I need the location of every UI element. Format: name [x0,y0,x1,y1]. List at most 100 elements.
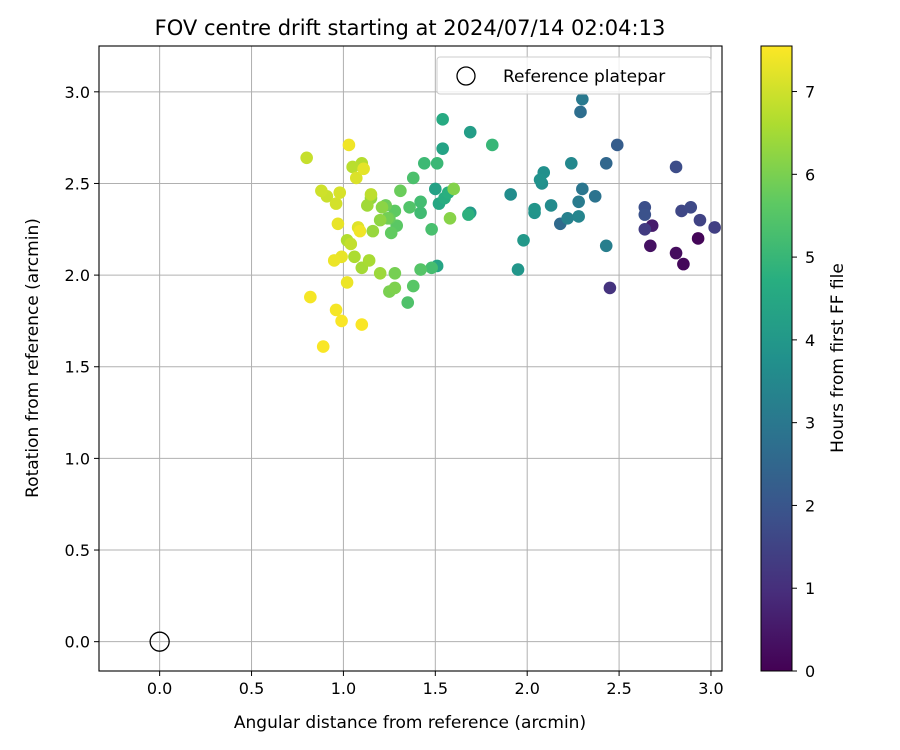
data-point [511,263,525,276]
data-point [638,208,652,221]
data-point [644,239,657,253]
data-point [388,281,402,295]
data-point [436,142,449,155]
data-point [361,199,374,212]
data-point [394,184,407,198]
data-point [599,157,613,170]
colorbar-tick-label: 2 [805,496,815,515]
data-point [677,257,690,271]
colorbar-tick-label: 3 [805,414,815,433]
data-point [327,254,341,267]
data-point [355,318,369,331]
data-point [344,237,358,251]
data-point [517,233,530,247]
data-point [331,217,345,231]
y-tick-label: 0.5 [65,541,90,560]
data-point [463,125,477,139]
y-tick-label: 3.0 [65,83,90,102]
colorbar-tick-label: 7 [805,83,815,102]
x-axis-label: Angular distance from reference (arcmin) [234,713,586,733]
data-point [544,199,558,212]
data-point [384,226,398,240]
data-point [533,173,547,187]
colorbar-ticks: 0 1 2 3 4 5 6 7 [792,83,815,681]
colorbar-tick-label: 1 [805,579,815,598]
x-tick-label: 1.5 [423,679,448,698]
x-tick-label: 2.0 [514,679,539,698]
grid-lines [99,46,722,671]
data-point [375,200,389,214]
y-tick-label: 2.5 [65,174,90,193]
colorbar: 0 1 2 3 4 5 6 7 Hours from first FF file [760,45,848,681]
legend-marker [456,66,476,86]
data-point [406,171,420,185]
data-point [335,314,348,328]
data-point [603,281,617,295]
legend-label: Reference platepar [503,67,665,87]
x-tick-label: 1.0 [331,679,356,698]
y-axis-label: Rotation from reference (arcmin) [23,218,43,498]
data-point [565,157,578,170]
data-point [572,210,585,223]
colorbar-gradient [760,45,793,672]
colorbar-label: Hours from first FF file [828,263,848,453]
y-tick-label: 1.0 [65,449,90,468]
legend: Reference platepar [436,56,712,95]
colorbar-tick-label: 0 [805,662,815,681]
data-point [610,138,624,152]
data-point [342,138,356,152]
colorbar-tick-label: 5 [805,248,815,267]
colorbar-tick-label: 4 [805,331,815,350]
data-point [576,92,589,106]
data-point [304,290,317,304]
data-point [329,197,343,210]
data-point [388,266,402,280]
data-point [669,246,683,260]
data-point [430,157,444,170]
data-point [443,211,457,225]
data-point [348,250,361,264]
data-point [425,261,438,275]
data-point [485,138,499,152]
data-point [436,113,449,126]
data-point [528,202,541,216]
data-point [401,296,415,309]
data-point [414,206,427,220]
data-point [574,105,587,119]
data-point [315,184,328,198]
data-point [373,266,387,280]
data-point [346,160,359,174]
data-point [417,157,431,170]
data-point [362,254,376,267]
data-point [333,186,347,199]
data-point [708,221,721,234]
data-point [353,224,367,238]
data-point [357,162,370,176]
data-point [599,239,613,253]
data-point [572,195,585,209]
data-point [366,224,380,238]
data-point [364,188,378,201]
data-point [340,276,354,289]
colorbar-tick-label: 6 [805,165,815,184]
data-point [669,160,683,174]
data-point [691,232,705,245]
data-point [462,208,475,221]
data-point [300,151,313,165]
x-tick-label: 2.5 [606,679,631,698]
data-point [693,213,707,227]
reference-platepar-marker [149,631,170,652]
data-point [414,195,427,209]
data-point [588,189,602,203]
data-point [447,182,460,196]
data-point [406,279,420,293]
reference-layer [149,631,170,652]
data-point [329,303,343,317]
data-point [425,222,438,236]
data-point [316,340,330,353]
data-point [373,213,387,227]
chart-title: FOV centre drift starting at 2024/07/14 … [155,16,666,40]
data-point [638,222,652,236]
data-point [504,188,517,201]
